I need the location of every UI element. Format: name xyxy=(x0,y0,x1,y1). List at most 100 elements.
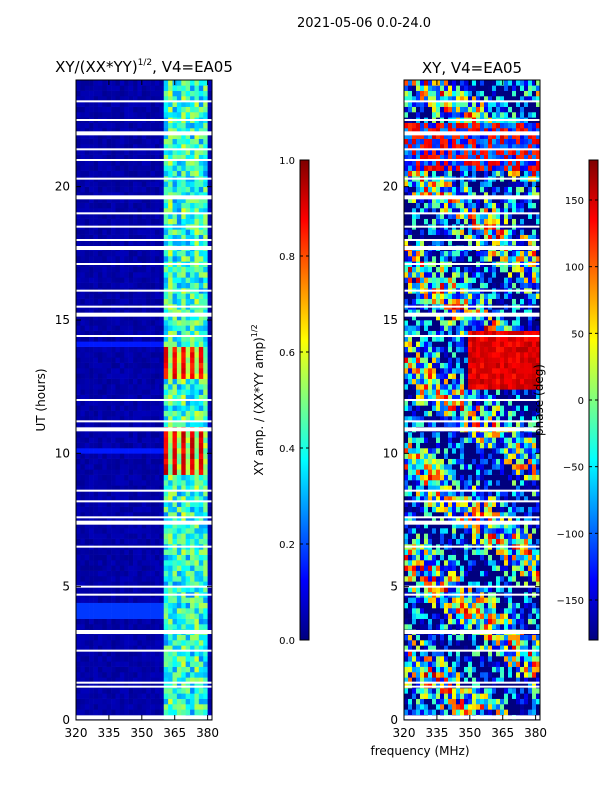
amplitude-cell xyxy=(76,517,81,523)
amplitude-cell xyxy=(84,293,90,299)
amplitude-cell xyxy=(203,240,208,246)
amplitude-cell xyxy=(124,634,129,641)
amplitude-cell xyxy=(154,389,160,395)
amplitude-cell xyxy=(172,490,178,497)
amplitude-cell xyxy=(150,485,156,491)
amplitude-cell xyxy=(84,346,90,353)
amplitude-cell xyxy=(93,293,99,299)
amplitude-cell xyxy=(141,480,147,486)
amplitude-cell xyxy=(124,80,129,86)
amplitude-cell xyxy=(168,133,173,139)
amplitude-cell xyxy=(159,122,165,129)
phase-cell xyxy=(520,602,525,609)
amplitude-cell xyxy=(106,480,112,486)
phase-cell xyxy=(516,586,521,593)
amplitude-cell xyxy=(141,96,147,102)
phase-cell xyxy=(520,538,525,545)
amplitude-cell xyxy=(115,240,121,246)
amplitude-cell xyxy=(97,581,103,587)
amplitude-cell xyxy=(93,597,99,603)
phase-cell xyxy=(404,672,409,678)
amplitude-cell xyxy=(181,101,186,107)
phase-cell xyxy=(496,570,501,577)
amplitude-cell xyxy=(76,122,81,129)
phase-cell xyxy=(428,709,433,715)
amplitude-cell xyxy=(190,485,195,491)
panel2-title: XY, V4=EA05 xyxy=(422,59,522,77)
phase-cell xyxy=(528,624,533,630)
amplitude-cell xyxy=(198,277,204,283)
amplitude-cell xyxy=(181,640,186,646)
amplitude-cell xyxy=(190,661,195,667)
amplitude-cell xyxy=(115,506,121,513)
amplitude-cell xyxy=(137,357,143,363)
amplitude-cell xyxy=(194,181,200,187)
amplitude-cell xyxy=(176,314,182,321)
amplitude-cell xyxy=(150,624,156,630)
amplitude-cell xyxy=(111,346,116,353)
amplitude-cell xyxy=(115,181,121,187)
amplitude-cell xyxy=(119,432,125,438)
amplitude-cell xyxy=(106,538,112,545)
phase-cell xyxy=(452,672,457,678)
amplitude-cell xyxy=(106,389,112,395)
phase-cell xyxy=(452,597,457,603)
phase-cell xyxy=(516,709,521,715)
amplitude-cell xyxy=(198,240,204,246)
amplitude-cell xyxy=(159,554,165,561)
amplitude-cell xyxy=(207,186,213,193)
data-gap-line xyxy=(76,489,212,492)
amplitude-cell xyxy=(76,533,81,539)
phase-cell xyxy=(524,704,529,710)
amplitude-cell xyxy=(84,496,90,502)
phase-cell xyxy=(536,666,541,673)
amplitude-cell xyxy=(203,330,208,337)
amplitude-cell xyxy=(198,357,204,363)
amplitude-cell xyxy=(137,186,143,193)
amplitude-cell xyxy=(76,602,81,609)
phase-cell xyxy=(472,554,477,561)
amplitude-cell xyxy=(93,256,99,262)
amplitude-cell xyxy=(137,96,143,102)
phase-cell xyxy=(416,704,421,710)
data-gap-line xyxy=(76,335,212,337)
amplitude-cell xyxy=(115,469,121,475)
amplitude-cell xyxy=(163,234,169,241)
amplitude-cell xyxy=(93,645,99,651)
phase-cell xyxy=(424,672,429,678)
amplitude-cell xyxy=(172,528,178,534)
amplitude-cell xyxy=(146,154,151,161)
amplitude-cell xyxy=(89,480,94,486)
amplitude-cell xyxy=(198,666,204,673)
amplitude-cell xyxy=(168,368,173,374)
amplitude-cell xyxy=(172,149,178,155)
phase-cell xyxy=(532,698,537,705)
amplitude-cell xyxy=(89,704,94,710)
amplitude-cell xyxy=(194,496,200,502)
amplitude-cell xyxy=(97,266,103,273)
amplitude-cell xyxy=(133,549,138,555)
phase-cell xyxy=(464,624,469,630)
amplitude-cell xyxy=(159,208,165,214)
amplitude-cell xyxy=(154,122,160,129)
amplitude-cell xyxy=(181,320,186,326)
amplitude-cell xyxy=(150,432,156,438)
amplitude-cell xyxy=(185,608,191,614)
amplitude-cell xyxy=(111,549,116,555)
amplitude-cell xyxy=(168,90,173,97)
phase-cell xyxy=(520,677,525,683)
amplitude-cell xyxy=(93,138,99,145)
amplitude-cell xyxy=(190,229,195,235)
phase-cell xyxy=(488,581,493,587)
amplitude-cell xyxy=(172,122,178,129)
phase-cell xyxy=(428,634,433,641)
amplitude-cell xyxy=(89,368,94,374)
phase-cell xyxy=(536,661,541,667)
amplitude-cell xyxy=(163,325,169,331)
phase-cell xyxy=(420,693,425,699)
amplitude-cell xyxy=(176,597,182,603)
amplitude-cell xyxy=(198,432,204,438)
amplitude-cell xyxy=(93,112,99,118)
amplitude-cell xyxy=(172,661,178,667)
